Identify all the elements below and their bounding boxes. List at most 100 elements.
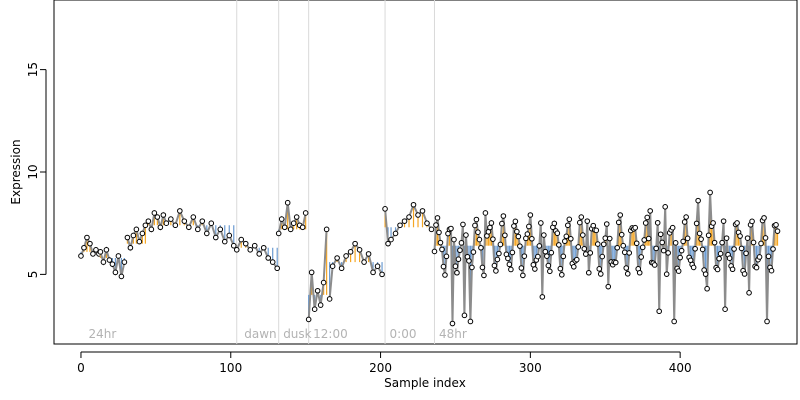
data-point-9-153 [660, 247, 667, 254]
data-point-9-189 [714, 266, 721, 273]
data-point-4-6 [260, 244, 267, 251]
data-point-9-166 [680, 238, 686, 245]
data-point-4-7 [265, 255, 272, 261]
data-point-9-144 [647, 208, 653, 214]
data-point-9-114 [602, 235, 609, 241]
data-point-9-82 [554, 230, 561, 237]
plot-frame [53, 0, 798, 345]
data-point-2-2 [130, 232, 137, 239]
data-point-9-4 [437, 239, 444, 246]
data-point-3-17 [212, 234, 219, 241]
data-point-8-2 [388, 236, 394, 243]
data-point-5-8 [299, 224, 306, 231]
data-point-9-8 [443, 253, 450, 260]
data-point-9-129 [624, 270, 631, 277]
data-point-3-8 [172, 222, 179, 229]
data-point-9-159 [669, 224, 676, 231]
data-point-4-3 [247, 247, 254, 253]
data-point-9-13 [451, 236, 457, 243]
data-point-6-3 [314, 287, 321, 294]
data-point-9-217 [756, 254, 763, 260]
data-point-9-15 [454, 269, 460, 276]
data-point-9-55 [514, 228, 520, 235]
data-point-9-84 [557, 265, 564, 272]
data-point-9-63 [526, 223, 532, 230]
data-point-9-69 [535, 253, 541, 260]
data-point-9-175 [693, 220, 700, 227]
data-point-8-11 [428, 226, 435, 233]
data-point-9-31 [478, 244, 484, 251]
data-point-3-13 [195, 226, 201, 233]
data-point-9-122 [614, 244, 621, 251]
data-point-9-127 [621, 249, 628, 256]
data-point-9-182 [704, 285, 710, 292]
data-point-9-126 [620, 242, 627, 249]
data-point-9-25 [469, 264, 475, 271]
data-point-9-200 [731, 246, 737, 252]
data-point-9-212 [749, 218, 755, 225]
data-point-4-1 [238, 236, 245, 243]
data-point-9-59 [520, 272, 526, 279]
data-point-8-7 [410, 201, 417, 208]
data-point-9-168 [683, 214, 689, 220]
data-point-9-147 [651, 262, 658, 268]
data-point-9-100 [581, 245, 588, 252]
data-point-9-178 [698, 236, 704, 242]
data-point-9-29 [475, 229, 481, 235]
data-point-9-148 [653, 245, 659, 252]
data-point-9-228 [773, 222, 779, 228]
data-point-4-2 [242, 240, 249, 247]
data-point-1-8 [121, 259, 128, 265]
data-point-9-18 [458, 240, 465, 246]
data-point-9-155 [663, 271, 670, 277]
data-point-9-16 [455, 256, 462, 263]
data-point-9-62 [524, 231, 531, 237]
data-point-7-3 [338, 265, 345, 272]
data-point-9-193 [720, 218, 727, 224]
data-point-7-10 [370, 269, 376, 276]
data-point-9-83 [556, 242, 562, 248]
data-point-9-104 [587, 250, 594, 256]
data-point-6-5 [320, 279, 327, 286]
data-point-9-141 [642, 220, 649, 226]
data-point-9-137 [636, 269, 643, 276]
data-point-9-115 [603, 221, 610, 227]
data-point-3-16 [208, 220, 215, 226]
y-axis-title: Expression [9, 139, 23, 204]
data-point-9-51 [508, 266, 514, 273]
data-point-9-93 [571, 264, 577, 270]
data-point-9-143 [645, 235, 652, 242]
data-point-9-130 [626, 250, 633, 256]
data-point-3-14 [199, 218, 206, 224]
data-point-9-192 [719, 239, 725, 246]
segment-1 [97, 245, 128, 280]
data-point-9-33 [481, 272, 487, 279]
data-point-9-194 [722, 306, 728, 312]
data-point-5-5 [290, 220, 297, 226]
data-point-3-12 [190, 214, 197, 220]
data-point-7-11 [374, 263, 381, 269]
data-point-9-64 [527, 212, 534, 218]
phase-label-1: dawn [244, 327, 276, 341]
data-point-7-5 [347, 249, 354, 255]
data-point-9-80 [551, 220, 558, 227]
data-point-9-169 [684, 235, 691, 242]
data-point-9-161 [672, 240, 679, 246]
data-point-6-6 [323, 226, 330, 233]
data-point-9-108 [593, 227, 600, 234]
data-point-9-0 [431, 248, 438, 255]
data-point-9-28 [473, 216, 480, 223]
data-point-0-2 [84, 234, 90, 241]
data-point-9-32 [479, 264, 486, 271]
data-point-2-3 [133, 226, 140, 233]
data-point-9-160 [671, 318, 677, 325]
data-point-9-11 [448, 225, 454, 232]
data-point-3-20 [226, 232, 233, 239]
data-point-9-85 [559, 271, 565, 278]
data-point-9-58 [518, 265, 525, 271]
data-point-9-165 [678, 247, 685, 254]
data-point-9-183 [705, 232, 712, 239]
data-point-8-0 [382, 206, 388, 212]
data-point-3-6 [163, 220, 170, 226]
data-point-4-0 [233, 247, 240, 253]
